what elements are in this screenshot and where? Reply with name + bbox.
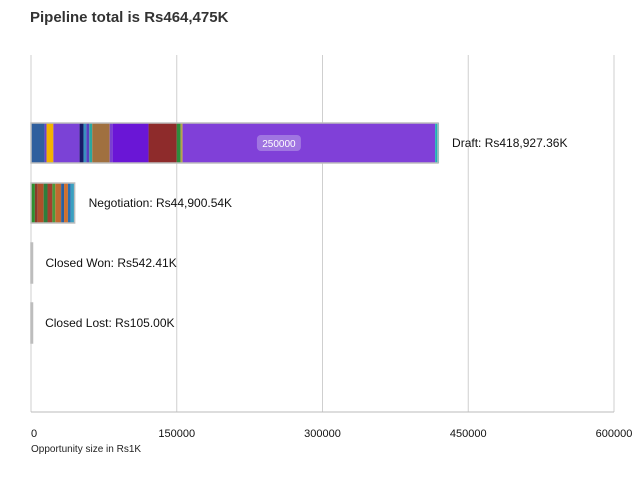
x-tick-label: 450000 (450, 428, 487, 440)
bar-segment[interactable] (31, 123, 45, 163)
chart-title: Pipeline total is Rs464,475K (30, 9, 229, 26)
bar-segment[interactable] (61, 183, 65, 223)
bar-segment[interactable] (86, 123, 90, 163)
bar-label: Negotiation: Rs44,900.54K (89, 196, 232, 210)
bar-label: Closed Won: Rs542.41K (46, 256, 177, 270)
bar-segment[interactable] (148, 123, 177, 163)
x-tick-label: 300000 (304, 428, 341, 440)
bar-segment[interactable] (52, 183, 56, 223)
x-tick-label: 600000 (596, 428, 633, 440)
data-label: 250000 (262, 139, 296, 150)
bar-segment[interactable] (176, 123, 181, 163)
bar-segment[interactable] (43, 183, 48, 223)
bar-segment[interactable] (83, 123, 87, 163)
bar-segment[interactable] (67, 183, 71, 223)
bar-segment[interactable] (44, 123, 47, 163)
bar-label: Closed Lost: Rs105.00K (45, 316, 174, 330)
bar-segment[interactable] (31, 183, 35, 223)
bar-segment[interactable] (435, 123, 440, 163)
bar-label: Draft: Rs418,927.36K (452, 136, 567, 150)
bar-segment[interactable] (92, 123, 110, 163)
x-tick-label: 0 (31, 428, 37, 440)
bar-segment[interactable] (180, 123, 183, 163)
x-tick-label: 150000 (158, 428, 195, 440)
bar-segment[interactable] (112, 123, 149, 163)
bar-segment[interactable] (55, 183, 62, 223)
bar-outline (30, 242, 34, 284)
x-axis-title: Opportunity size in Rs1K (31, 444, 141, 455)
bar-segment[interactable] (46, 123, 54, 163)
data-label-badge (256, 135, 301, 151)
bar-segment[interactable] (64, 183, 68, 223)
bar-outline (30, 122, 439, 164)
bar-segment[interactable] (79, 123, 84, 163)
bar-outline (30, 302, 34, 344)
bar-segment[interactable] (70, 183, 75, 223)
bar-segment[interactable] (182, 123, 436, 163)
bar-segment[interactable] (47, 183, 53, 223)
bar-segment[interactable] (34, 183, 38, 223)
bar-outline (30, 182, 76, 224)
bar-segment[interactable] (53, 123, 80, 163)
bar-segment[interactable] (89, 123, 93, 163)
bar-segment[interactable] (37, 183, 44, 223)
bar-segment[interactable] (109, 123, 113, 163)
